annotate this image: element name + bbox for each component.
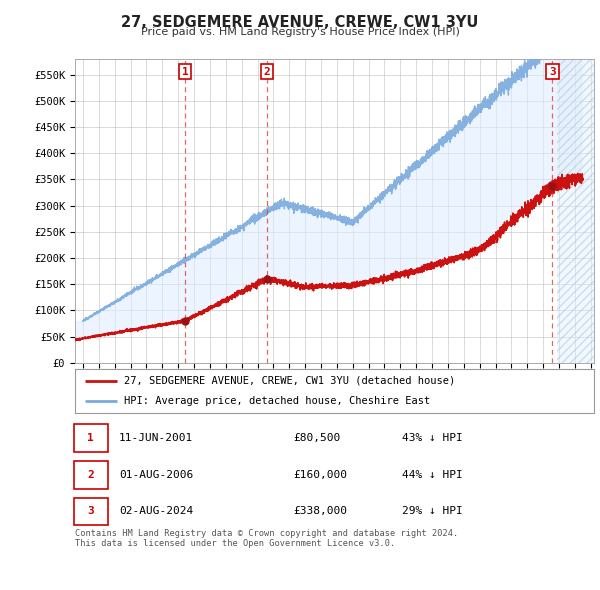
Text: 44% ↓ HPI: 44% ↓ HPI bbox=[402, 470, 463, 480]
Text: 1: 1 bbox=[87, 433, 94, 443]
Text: £160,000: £160,000 bbox=[293, 470, 347, 480]
Text: 01-AUG-2006: 01-AUG-2006 bbox=[119, 470, 193, 480]
Text: 43% ↓ HPI: 43% ↓ HPI bbox=[402, 433, 463, 443]
Bar bbox=[557, 59, 600, 363]
FancyBboxPatch shape bbox=[74, 497, 107, 525]
Text: 02-AUG-2024: 02-AUG-2024 bbox=[119, 506, 193, 516]
Text: 27, SEDGEMERE AVENUE, CREWE, CW1 3YU (detached house): 27, SEDGEMERE AVENUE, CREWE, CW1 3YU (de… bbox=[124, 376, 455, 386]
Text: £338,000: £338,000 bbox=[293, 506, 347, 516]
Text: 3: 3 bbox=[87, 506, 94, 516]
Text: 29% ↓ HPI: 29% ↓ HPI bbox=[402, 506, 463, 516]
Text: 3: 3 bbox=[549, 67, 556, 77]
Text: 27, SEDGEMERE AVENUE, CREWE, CW1 3YU: 27, SEDGEMERE AVENUE, CREWE, CW1 3YU bbox=[121, 15, 479, 30]
Text: Contains HM Land Registry data © Crown copyright and database right 2024.
This d: Contains HM Land Registry data © Crown c… bbox=[75, 529, 458, 548]
Text: HPI: Average price, detached house, Cheshire East: HPI: Average price, detached house, Ches… bbox=[124, 396, 431, 406]
FancyBboxPatch shape bbox=[74, 461, 107, 489]
Text: Price paid vs. HM Land Registry's House Price Index (HPI): Price paid vs. HM Land Registry's House … bbox=[140, 27, 460, 37]
Text: 1: 1 bbox=[182, 67, 188, 77]
Text: 11-JUN-2001: 11-JUN-2001 bbox=[119, 433, 193, 443]
Text: 2: 2 bbox=[87, 470, 94, 480]
Text: 2: 2 bbox=[263, 67, 270, 77]
FancyBboxPatch shape bbox=[74, 424, 107, 452]
Text: £80,500: £80,500 bbox=[293, 433, 340, 443]
